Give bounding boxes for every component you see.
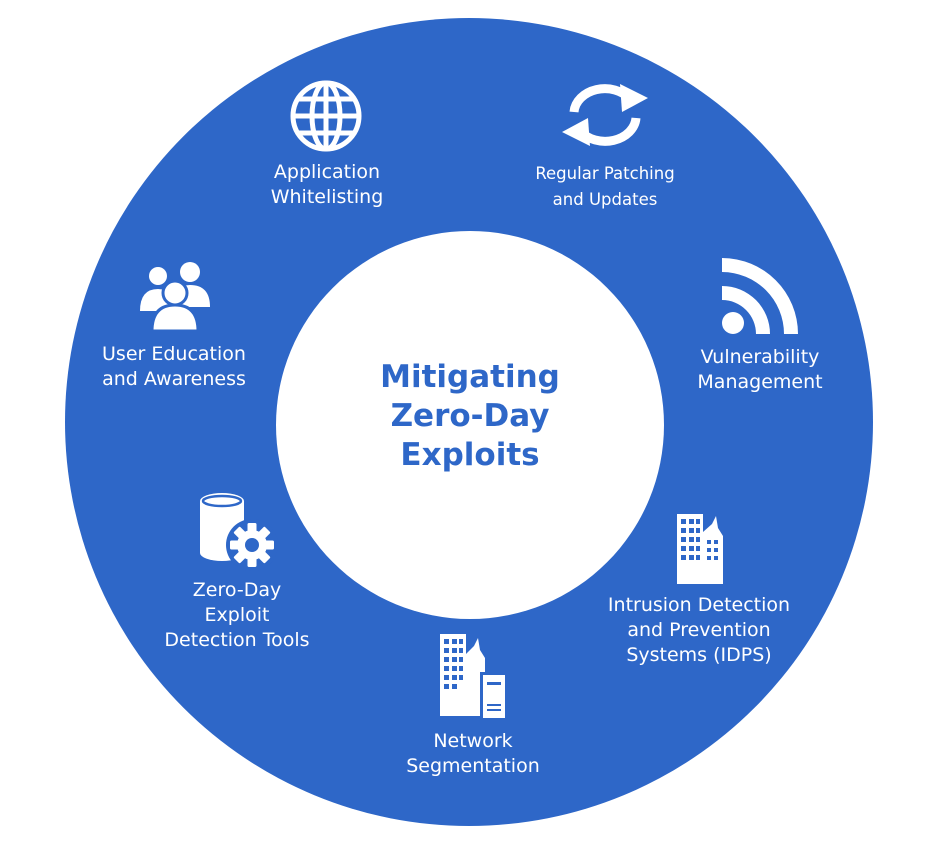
center-title-line-3: Exploits	[400, 437, 540, 473]
item-label-line: Vulnerability	[700, 346, 820, 368]
item-label-line: Whitelisting	[270, 186, 384, 208]
globe-icon	[289, 79, 363, 153]
item-label-line: and Awareness	[102, 368, 246, 390]
item-label-line: Systems (IDPS)	[626, 644, 772, 666]
item-label-line: Management	[697, 371, 823, 393]
item-label-line: Zero-Day	[192, 579, 282, 601]
item-label-line: Regular Patching	[535, 164, 675, 183]
center-title-line-2: Zero-Day	[390, 398, 550, 434]
item-application-whitelisting: Application Whitelisting	[237, 160, 417, 210]
item-label-line: Segmentation	[406, 755, 540, 777]
signal-icon	[720, 256, 800, 336]
center-title: Mitigating Zero-Day Exploits	[350, 358, 590, 475]
database-gear-icon	[196, 489, 278, 571]
item-network-segmentation: Network Segmentation	[383, 729, 563, 779]
item-label-line: and Prevention	[627, 619, 771, 641]
item-label-line: Intrusion Detection	[607, 594, 791, 616]
item-idps: Intrusion Detection and Prevention Syste…	[588, 593, 810, 668]
users-icon	[138, 257, 212, 331]
item-label-line: and Updates	[552, 190, 658, 209]
item-label-line: User Education	[102, 343, 246, 365]
refresh-icon	[560, 82, 650, 148]
item-label-line: Exploit	[204, 604, 270, 626]
item-vulnerability-management: Vulnerability Management	[670, 345, 850, 395]
center-title-line-1: Mitigating	[380, 359, 560, 395]
item-zero-day-detection-tools: Zero-Day Exploit Detection Tools	[147, 578, 327, 653]
item-label-line: Detection Tools	[164, 629, 310, 651]
buildings-icon	[676, 512, 724, 584]
building-server-icon	[438, 632, 508, 720]
item-label-line: Network	[433, 730, 513, 752]
item-regular-patching: Regular Patching and Updates	[515, 161, 695, 213]
center-circle	[276, 231, 664, 619]
item-user-education: User Education and Awareness	[84, 342, 264, 392]
item-label-line: Application	[273, 161, 381, 183]
